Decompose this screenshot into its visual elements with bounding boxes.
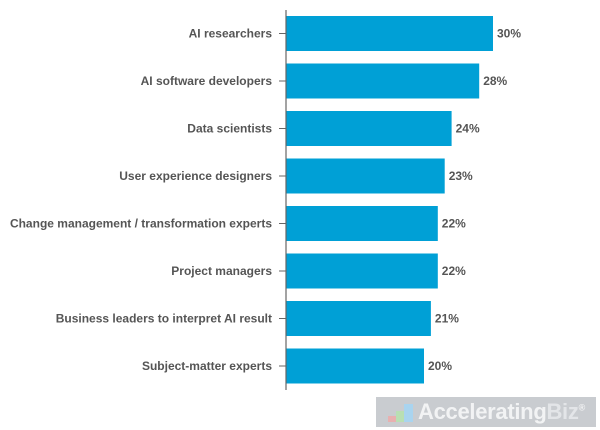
bar: [286, 16, 493, 51]
value-label: 21%: [435, 312, 459, 326]
bar: [286, 206, 438, 241]
value-label: 20%: [428, 359, 452, 373]
bar: [286, 253, 438, 289]
watermark-text: AcceleratingBiz®: [418, 399, 585, 424]
value-label: 30%: [497, 27, 521, 41]
value-label: 24%: [456, 122, 480, 136]
chart-logo-icon: [388, 402, 414, 422]
category-label: Project managers: [171, 264, 272, 278]
value-label: 28%: [483, 74, 507, 88]
bar: [286, 158, 445, 194]
watermark-logo: AcceleratingBiz®: [376, 397, 596, 427]
category-label: Data scientists: [187, 122, 272, 136]
category-label: AI researchers: [189, 27, 273, 41]
category-label: AI software developers: [141, 74, 273, 88]
category-label: User experience designers: [119, 169, 272, 183]
category-label: Subject-matter experts: [142, 359, 272, 373]
category-label: Business leaders to interpret AI result: [56, 312, 272, 326]
value-label: 23%: [449, 169, 473, 183]
category-label: Change management / transformation exper…: [10, 217, 272, 231]
bar: [286, 301, 431, 336]
bar: [286, 63, 480, 99]
value-label: 22%: [442, 264, 466, 278]
bar: [286, 111, 452, 146]
bar: [286, 348, 424, 384]
value-label: 22%: [442, 217, 466, 231]
